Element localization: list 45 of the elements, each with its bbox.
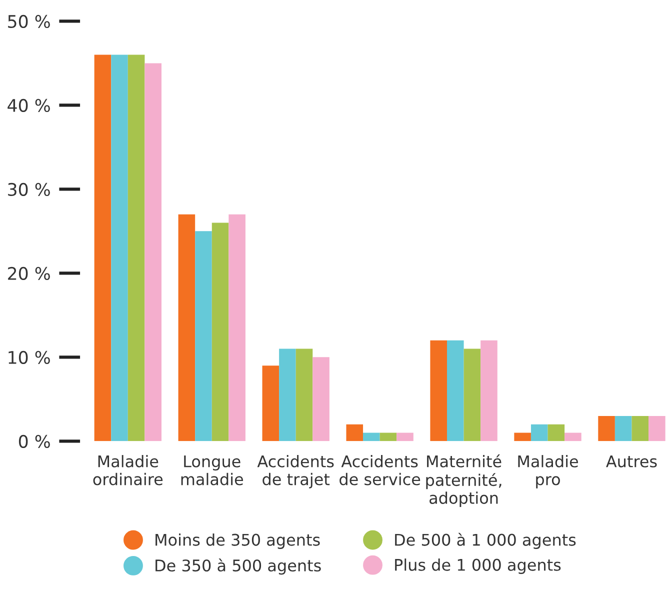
legend-label: De 350 à 500 agents [156,558,321,575]
bar [614,416,632,442]
x-tick-label: Longue maladie [181,456,244,486]
x-tick-label: Autres [606,456,657,468]
x-tick-label: Accidents de trajet [257,455,334,488]
bar [128,54,145,442]
bar [296,348,313,442]
legend-label: De 500 à 1 000 agents [395,532,576,549]
y-tick-label: 0 % [18,434,50,448]
x-tick-label: Maladie pro [518,455,578,488]
bar [464,348,481,442]
bar [312,357,330,442]
bar [228,214,246,442]
bar [363,432,380,442]
y-tick-label: 30 % [8,182,50,196]
bar [346,424,364,442]
bar [178,214,196,442]
bar [548,424,565,442]
legend-label: Plus de 1 000 agents [395,558,561,574]
bar [94,54,112,442]
bar [632,416,649,442]
y-tick-label: 50 % [8,14,50,28]
bar [195,231,212,442]
bar [530,424,548,442]
legend-label: Moins de 350 agents [156,533,320,549]
bar [598,416,615,442]
x-tick-label: Accidents de service [340,455,420,486]
x-tick-label: Maternité paternité, adoption [426,454,502,508]
bar [380,432,397,442]
bar [514,432,531,442]
bar [446,340,464,442]
bar [564,432,582,442]
y-tick-label: 20 % [8,266,50,280]
bar [262,366,280,442]
bar [111,54,128,442]
bar [480,340,498,442]
bar [430,340,447,442]
bar [648,416,666,442]
bar [212,222,229,442]
x-tick-label: Maladie ordinaire [93,455,163,486]
y-tick-label: 40 % [8,98,50,112]
bar [396,432,414,442]
y-tick-label: 10 % [8,350,50,364]
bar [144,63,162,442]
bar [279,348,296,442]
